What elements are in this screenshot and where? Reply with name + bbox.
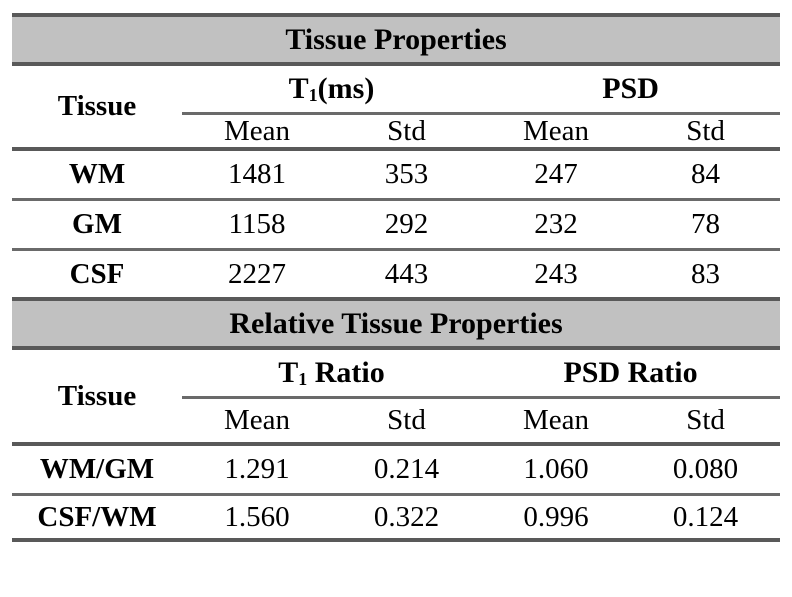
cell-value: 292	[332, 199, 481, 251]
table-row-wm-gm: WM/GM 1.291 0.214 1.060 0.080	[12, 444, 781, 496]
table-row-gm: GM 1158 292 232 78	[12, 199, 781, 251]
column-header-mean: Mean	[182, 397, 332, 446]
cell-value: 0.214	[332, 444, 481, 496]
column-header-mean: Mean	[182, 113, 332, 151]
tissue-properties-tables: Tissue Properties Tissue T1(ms) PSD Mean…	[12, 13, 781, 542]
group-header-text: PSD	[602, 72, 659, 105]
cell-value: 232	[481, 199, 631, 251]
table1-group-header-row: Tissue T1(ms) PSD	[12, 64, 781, 151]
group-header-psd: PSD	[481, 64, 781, 115]
cell-value: 78	[631, 199, 781, 251]
cell-value: 353	[332, 149, 481, 201]
cell-value: 1158	[182, 199, 332, 251]
cell-value: 243	[534, 257, 578, 290]
group-header-t1ms: T1(ms)	[182, 64, 481, 115]
cell-value: 443	[384, 257, 429, 290]
row-label: CSF	[69, 257, 125, 290]
column-header-tissue: Tissue	[12, 348, 182, 446]
cell-value: 1.560	[182, 494, 332, 542]
row-label: WM	[12, 149, 182, 201]
cell-value: 1.291	[182, 444, 332, 496]
table2-title-band: Relative Tissue Properties	[12, 297, 781, 350]
table2-group-header-row: Tissue T1 Ratio PSD Ratio	[12, 348, 781, 446]
table2-subheader-row: Mean Std Mean Std	[12, 397, 781, 446]
row-label: GM	[12, 199, 182, 251]
cell-value: 0.996	[481, 494, 631, 542]
group-header-text: (ms)	[317, 72, 375, 105]
cell-value: 0.322	[332, 494, 481, 542]
group-header-text: PSD Ratio	[563, 356, 698, 389]
table1-title-row: Tissue Properties	[12, 13, 781, 66]
table-row-csf-wm: CSF/WM 1.560 0.322 0.996 0.124	[12, 494, 781, 542]
row-label: CSF/WM	[12, 494, 182, 542]
subscript: 1	[298, 369, 308, 390]
cell-value: 2227	[228, 257, 286, 290]
subscript: 1	[308, 85, 318, 106]
cell-value: 83	[691, 257, 721, 290]
cell-value: 84	[631, 149, 781, 201]
group-header-t1-ratio: T1 Ratio	[182, 348, 481, 399]
column-header-std: Std	[332, 113, 481, 151]
group-header-psd-ratio: PSD Ratio	[481, 348, 781, 399]
cell-value: 0.080	[631, 444, 781, 496]
column-header-std: Std	[332, 397, 481, 446]
cell-value: 247	[481, 149, 631, 201]
column-header-std: Std	[631, 113, 781, 151]
column-header-mean: Mean	[481, 397, 631, 446]
cell-value: 0.124	[631, 494, 781, 542]
table1-title-band: Tissue Properties	[12, 13, 781, 66]
cell-value: 1481	[182, 149, 332, 201]
row-label: WM/GM	[12, 444, 182, 496]
cell-value: 1.060	[481, 444, 631, 496]
table-row-wm: WM 1481 353 247 84	[12, 149, 781, 201]
group-header-text: T	[288, 72, 309, 105]
table-row-csf: CSF 2227 443 243 83	[12, 249, 780, 299]
column-header-std: Std	[631, 397, 781, 446]
group-header-text: Ratio	[307, 356, 385, 389]
group-header-text: T	[278, 356, 299, 389]
column-header-mean: Mean	[481, 113, 631, 151]
column-header-tissue: Tissue	[12, 64, 182, 151]
table1-subheader-row: Mean Std Mean Std	[12, 113, 781, 151]
table2-title-row: Relative Tissue Properties	[12, 297, 781, 350]
